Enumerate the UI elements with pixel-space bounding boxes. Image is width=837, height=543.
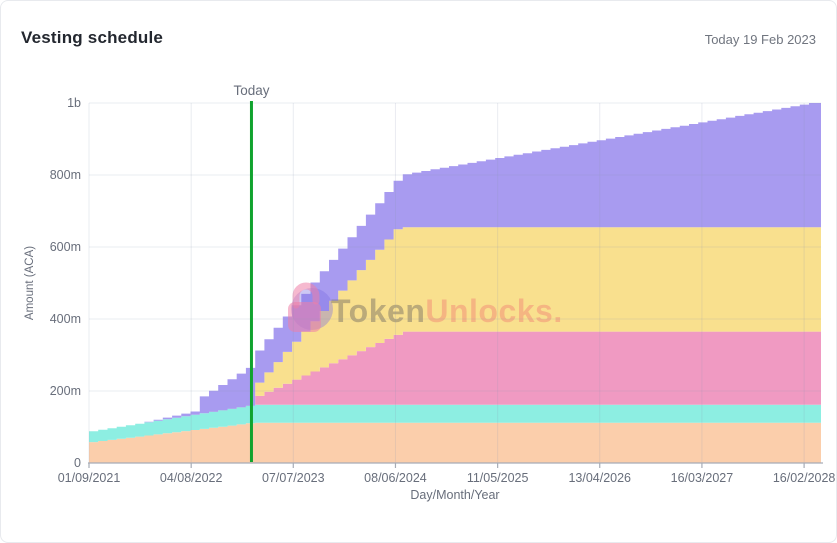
band-5-purple[interactable] bbox=[89, 103, 821, 432]
x-tick-label: 01/09/2021 bbox=[58, 471, 121, 485]
band-1-peach[interactable] bbox=[89, 422, 821, 463]
page-title: Vesting schedule bbox=[21, 28, 164, 47]
y-tick-label: 400m bbox=[50, 312, 81, 326]
x-tick-label: 04/08/2022 bbox=[160, 471, 223, 485]
tokenunlocks-watermark: TokenUnlocks. bbox=[288, 282, 563, 332]
x-tick-label: 07/07/2023 bbox=[262, 471, 325, 485]
x-axis-title: Day/Month/Year bbox=[410, 488, 499, 502]
y-tick-label: 600m bbox=[50, 240, 81, 254]
x-tick-label: 08/06/2024 bbox=[364, 471, 427, 485]
band-4-yellow[interactable] bbox=[89, 227, 821, 432]
lock-body-icon bbox=[288, 302, 321, 332]
today-date-label: Today 19 Feb 2023 bbox=[704, 32, 816, 47]
today-chart-label: Today bbox=[233, 83, 269, 98]
y-axis-title: Amount (ACA) bbox=[24, 246, 36, 320]
y-tick-label: 1b bbox=[67, 96, 81, 110]
x-tick-label: 16/03/2027 bbox=[671, 471, 734, 485]
x-tick-label: 16/02/2028 bbox=[773, 471, 836, 485]
x-tick-label: 13/04/2026 bbox=[568, 471, 631, 485]
y-tick-label: 800m bbox=[50, 168, 81, 182]
y-tick-label: 200m bbox=[50, 384, 81, 398]
lock-icon bbox=[292, 282, 320, 309]
band-3-pink[interactable] bbox=[89, 331, 821, 432]
y-tick-label: 0 bbox=[74, 456, 81, 470]
x-tick-label: 11/05/2025 bbox=[467, 471, 529, 485]
band-2-teal[interactable] bbox=[89, 404, 821, 443]
watermark-text: TokenUnlocks. bbox=[331, 293, 563, 329]
